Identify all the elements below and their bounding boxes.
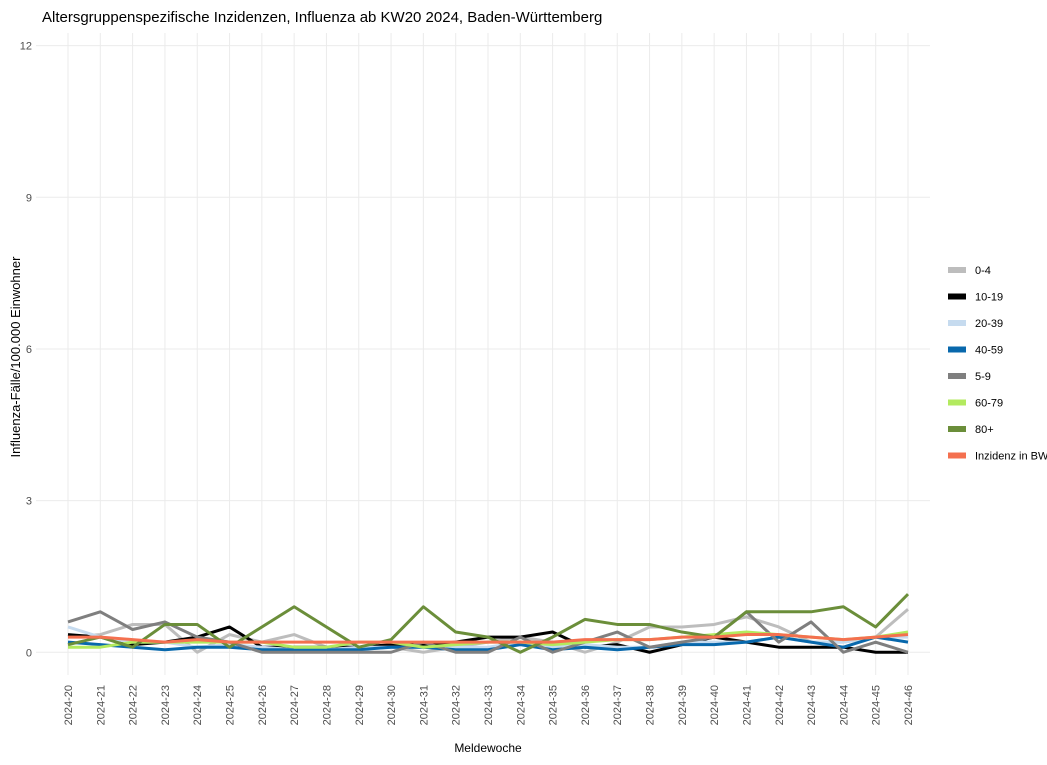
x-tick-label: 2024-24 <box>192 685 204 725</box>
legend-label: 40-59 <box>975 345 1003 357</box>
x-tick-label: 2024-40 <box>709 685 721 725</box>
x-tick-label: 2024-32 <box>451 685 463 725</box>
x-tick-label: 2024-45 <box>871 685 883 725</box>
x-tick-label: 2024-34 <box>515 685 527 725</box>
chart-title: Altersgruppenspezifische Inzidenzen, Inf… <box>42 9 602 26</box>
x-tick-label: 2024-29 <box>354 685 366 725</box>
x-tick-label: 2024-25 <box>225 685 237 725</box>
y-tick-label: 3 <box>26 496 32 508</box>
y-axis-title: Influenza-Fälle/100.000 Einwohner <box>8 256 23 458</box>
legend-label: 80+ <box>975 424 994 436</box>
x-tick-label: 2024-21 <box>95 685 107 725</box>
x-tick-label: 2024-23 <box>160 685 172 725</box>
x-tick-label: 2024-36 <box>580 685 592 725</box>
series-line <box>68 633 909 644</box>
y-tick-label: 0 <box>26 647 32 659</box>
series-line <box>67 610 909 654</box>
x-tick-label: 2024-37 <box>612 685 624 725</box>
x-tick-label: 2024-33 <box>483 685 495 725</box>
x-tick-label: 2024-20 <box>63 685 75 725</box>
y-tick-label: 6 <box>26 344 32 356</box>
y-tick-label: 12 <box>20 41 32 53</box>
x-tick-label: 2024-28 <box>321 685 333 725</box>
series-line <box>67 635 909 652</box>
series-line <box>67 593 910 654</box>
legend-label: 60-79 <box>975 398 1003 410</box>
x-tick-label: 2024-43 <box>806 685 818 725</box>
y-tick-label: 9 <box>26 192 32 204</box>
x-tick-label: 2024-31 <box>418 685 430 725</box>
legend-label: 5-9 <box>975 371 991 383</box>
x-axis-title: Meldewoche <box>454 741 522 755</box>
x-tick-label: 2024-42 <box>774 685 786 725</box>
x-tick-label: 2024-30 <box>386 685 398 725</box>
x-tick-label: 2024-35 <box>548 685 560 725</box>
legend-label: 10-19 <box>975 292 1003 304</box>
x-tick-label: 2024-41 <box>741 685 753 725</box>
legend-label: 0-4 <box>975 265 991 277</box>
legend-label: 20-39 <box>975 318 1003 330</box>
x-tick-label: 2024-46 <box>903 685 915 725</box>
x-tick-label: 2024-44 <box>838 685 850 725</box>
x-tick-label: 2024-39 <box>677 685 689 725</box>
legend-label: Inzidenz in BW <box>975 451 1047 463</box>
x-tick-label: 2024-26 <box>257 685 269 725</box>
x-tick-label: 2024-22 <box>128 685 140 725</box>
x-tick-label: 2024-27 <box>289 685 301 725</box>
x-tick-label: 2024-38 <box>645 685 657 725</box>
